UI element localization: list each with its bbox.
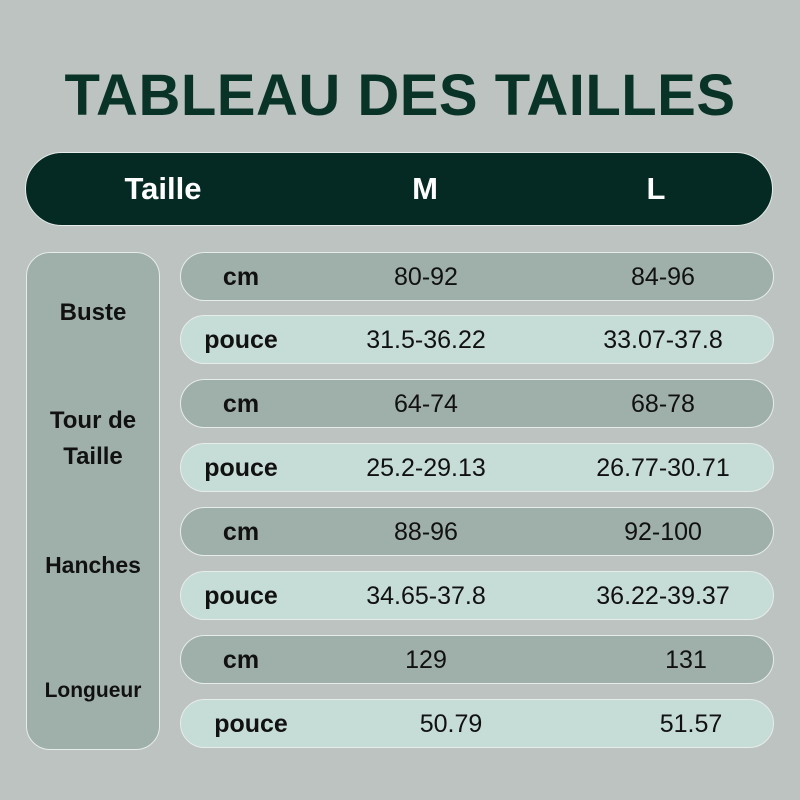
- table-row: pouce 50.79 51.57: [180, 699, 774, 748]
- value-l: 68-78: [631, 390, 695, 418]
- table-header: Taille M L: [25, 152, 773, 226]
- unit-label: pouce: [204, 326, 278, 354]
- value-l: 131: [665, 646, 707, 674]
- value-l: 26.77-30.71: [596, 454, 730, 482]
- unit-label: cm: [222, 390, 260, 418]
- header-size-label: Taille: [124, 171, 202, 206]
- measure-labels: Buste Tour de Taille Hanches Longueur: [26, 252, 160, 750]
- header-size-l: L: [646, 171, 666, 206]
- unit-label: pouce: [214, 710, 288, 738]
- value-m: 34.65-37.8: [366, 582, 486, 610]
- table-row: pouce 25.2-29.13 26.77-30.71: [180, 443, 774, 492]
- table-row: cm 80-92 84-96: [180, 252, 774, 301]
- unit-label: cm: [222, 518, 260, 546]
- unit-label: cm: [222, 646, 260, 674]
- table-row: pouce 34.65-37.8 36.22-39.37: [180, 571, 774, 620]
- table-row: cm 129 131: [180, 635, 774, 684]
- value-m: 25.2-29.13: [366, 454, 486, 482]
- unit-label: pouce: [204, 454, 278, 482]
- value-l: 33.07-37.8: [603, 326, 723, 354]
- value-m: 129: [405, 646, 447, 674]
- measure-label-buste: Buste: [59, 299, 127, 326]
- measure-label-longueur: Longueur: [44, 679, 142, 702]
- value-m: 88-96: [394, 518, 458, 546]
- value-l: 51.57: [659, 710, 723, 738]
- table-row: cm 88-96 92-100: [180, 507, 774, 556]
- unit-label: cm: [222, 263, 260, 291]
- measure-label-tour-de-taille: Tour de Taille: [49, 407, 137, 470]
- table-row: cm 64-74 68-78: [180, 379, 774, 428]
- value-l: 36.22-39.37: [596, 582, 730, 610]
- value-l: 92-100: [624, 518, 702, 546]
- value-m: 80-92: [394, 263, 458, 291]
- value-l: 84-96: [631, 263, 695, 291]
- header-size-m: M: [412, 171, 438, 206]
- value-m: 50.79: [419, 710, 483, 738]
- measure-label-hanches: Hanches: [45, 552, 141, 578]
- value-m: 64-74: [394, 390, 458, 418]
- table-row: pouce 31.5-36.22 33.07-37.8: [180, 315, 774, 364]
- value-m: 31.5-36.22: [366, 326, 486, 354]
- page-title: TABLEAU DES TAILLES: [64, 63, 736, 128]
- unit-label: pouce: [204, 582, 278, 610]
